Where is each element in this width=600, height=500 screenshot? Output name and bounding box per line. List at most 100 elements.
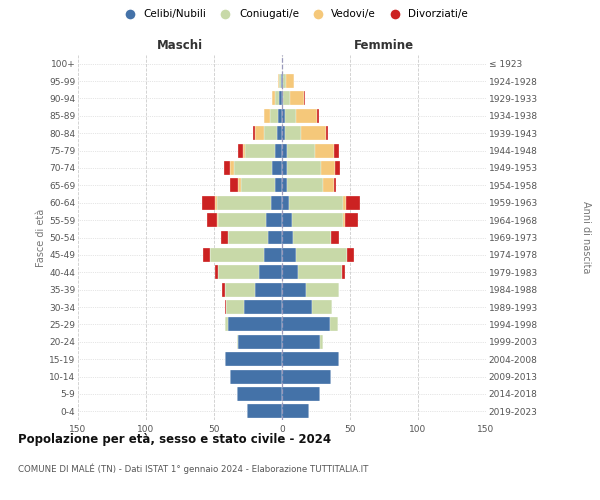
Bar (282, 144, 287, 158)
Bar (242, 144, 245, 158)
Bar (215, 196, 217, 209)
Bar (283, 92, 290, 106)
Bar (335, 161, 340, 175)
Y-axis label: Anni di nascita: Anni di nascita (581, 202, 591, 274)
Bar (296, 109, 317, 123)
Bar (322, 161, 335, 175)
Bar (245, 144, 275, 158)
Bar (282, 109, 285, 123)
Bar (215, 266, 218, 279)
Bar (217, 196, 271, 209)
Bar (247, 404, 282, 418)
Bar (323, 178, 334, 192)
Bar (218, 266, 259, 279)
Bar (282, 161, 287, 175)
Bar (265, 126, 277, 140)
Bar (207, 213, 217, 227)
Bar (275, 178, 282, 192)
Bar (238, 335, 282, 348)
Bar (282, 230, 293, 244)
Bar (225, 300, 226, 314)
Bar (272, 92, 275, 106)
Bar (282, 318, 329, 332)
Bar (292, 213, 343, 227)
Legend: Celibi/Nubili, Coniugati/e, Vedovi/e, Divorziati/e: Celibi/Nubili, Coniugati/e, Vedovi/e, Di… (116, 5, 472, 24)
Bar (224, 161, 230, 175)
Bar (203, 248, 210, 262)
Text: COMUNE DI MALÉ (TN) - Dati ISTAT 1° gennaio 2024 - Elaborazione TUTTITALIA.IT: COMUNE DI MALÉ (TN) - Dati ISTAT 1° genn… (18, 464, 368, 474)
Bar (282, 126, 285, 140)
Bar (285, 126, 301, 140)
Bar (331, 230, 339, 244)
Bar (227, 230, 268, 244)
Bar (202, 196, 215, 209)
Bar (347, 248, 354, 262)
Bar (282, 213, 292, 227)
Bar (301, 126, 326, 140)
Bar (227, 318, 282, 332)
Bar (287, 144, 314, 158)
Bar (259, 266, 282, 279)
Bar (314, 144, 334, 158)
Bar (346, 196, 359, 209)
Bar (270, 109, 278, 123)
Bar (281, 74, 282, 88)
Bar (225, 318, 227, 332)
Bar (235, 161, 272, 175)
Bar (287, 178, 323, 192)
Bar (282, 282, 307, 296)
Text: Popolazione per età, sesso e stato civile - 2024: Popolazione per età, sesso e stato civil… (18, 432, 331, 446)
Bar (255, 126, 265, 140)
Text: Maschi: Maschi (157, 40, 203, 52)
Bar (210, 248, 265, 262)
Bar (244, 300, 282, 314)
Bar (272, 161, 282, 175)
Bar (253, 126, 255, 140)
Bar (282, 300, 312, 314)
Bar (255, 282, 282, 296)
Bar (225, 282, 255, 296)
Bar (334, 178, 337, 192)
Bar (286, 74, 294, 88)
Bar (290, 92, 304, 106)
Bar (265, 248, 282, 262)
Bar (241, 178, 275, 192)
Bar (342, 266, 344, 279)
Bar (238, 144, 242, 158)
Bar (237, 387, 282, 401)
Bar (218, 213, 266, 227)
Bar (230, 178, 238, 192)
Bar (221, 230, 227, 244)
Bar (307, 282, 339, 296)
Bar (283, 74, 286, 88)
Bar (317, 109, 319, 123)
Bar (268, 230, 282, 244)
Bar (296, 248, 347, 262)
Bar (320, 335, 323, 348)
Bar (217, 213, 218, 227)
Bar (282, 266, 298, 279)
Bar (282, 74, 283, 88)
Bar (282, 404, 309, 418)
Bar (304, 92, 305, 106)
Bar (298, 266, 342, 279)
Bar (282, 335, 320, 348)
Bar (226, 300, 244, 314)
Bar (282, 352, 339, 366)
Bar (282, 196, 289, 209)
Bar (289, 196, 343, 209)
Bar (343, 213, 344, 227)
Bar (279, 74, 281, 88)
Bar (265, 109, 270, 123)
Bar (238, 178, 241, 192)
Bar (282, 387, 320, 401)
Bar (344, 213, 358, 227)
Bar (230, 161, 235, 175)
Bar (279, 92, 282, 106)
Bar (282, 248, 296, 262)
Bar (277, 126, 282, 140)
Bar (326, 126, 328, 140)
Y-axis label: Fasce di età: Fasce di età (36, 208, 46, 266)
Bar (225, 352, 282, 366)
Bar (285, 109, 296, 123)
